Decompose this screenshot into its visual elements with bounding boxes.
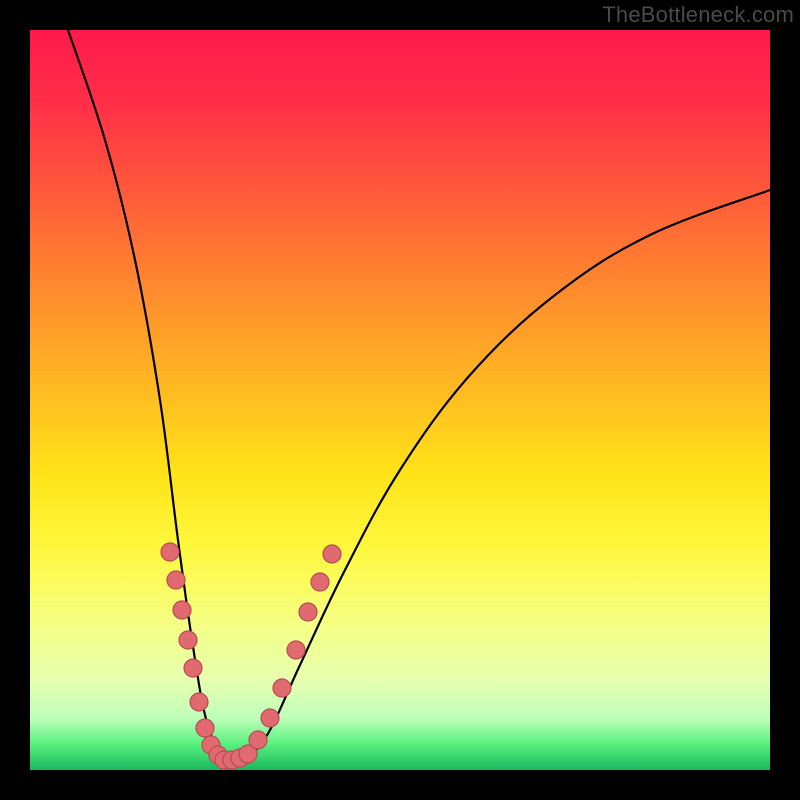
data-marker (249, 731, 267, 749)
gradient-background (30, 30, 770, 770)
data-marker (323, 545, 341, 563)
data-marker (299, 603, 317, 621)
data-marker (273, 679, 291, 697)
data-marker (261, 709, 279, 727)
data-marker (190, 693, 208, 711)
chart-container: TheBottleneck.com (0, 0, 800, 800)
data-marker (287, 641, 305, 659)
watermark-text: TheBottleneck.com (602, 2, 794, 28)
data-marker (179, 631, 197, 649)
data-marker (167, 571, 185, 589)
data-marker (311, 573, 329, 591)
data-marker (161, 543, 179, 561)
data-marker (184, 659, 202, 677)
data-marker (173, 601, 191, 619)
data-marker (196, 719, 214, 737)
bottleneck-chart-svg (0, 0, 800, 800)
